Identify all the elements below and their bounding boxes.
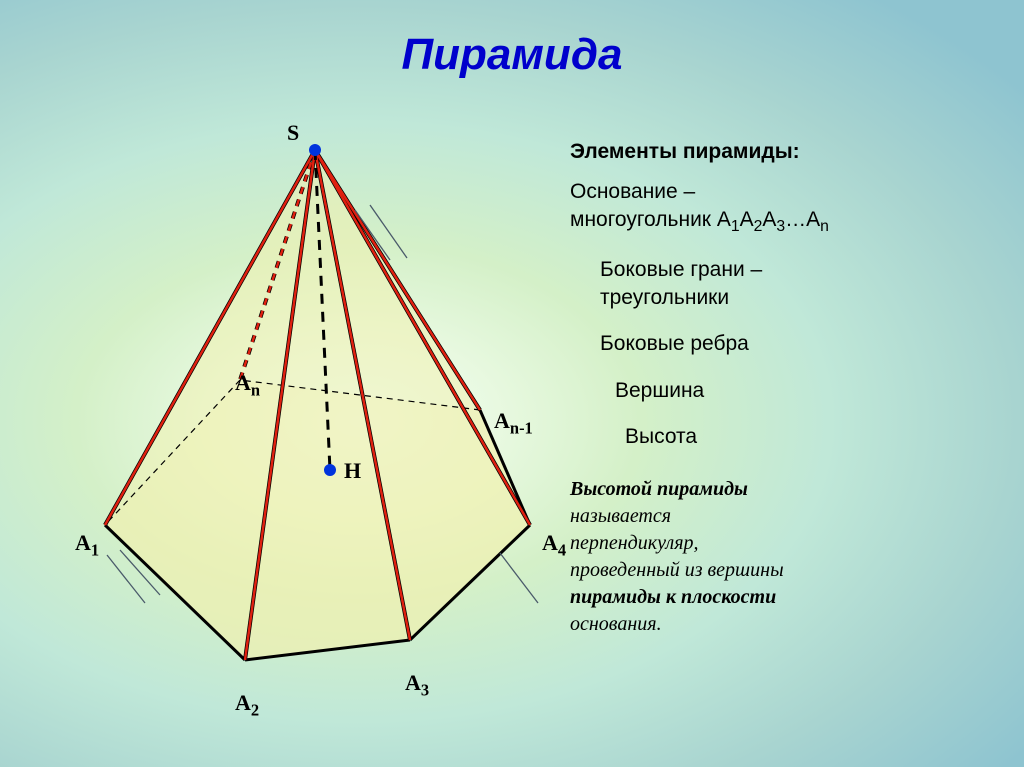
text-section: Элементы пирамиды: Основание –многоуголь… xyxy=(570,140,1000,638)
section-heading: Элементы пирамиды: xyxy=(570,140,1000,164)
definition-line: пирамиды к плоскости xyxy=(570,584,1000,611)
vertex-label: A3 xyxy=(405,670,429,700)
vertex-label: A1 xyxy=(75,530,99,560)
element-item: Основание –многоугольник A1A2A3…An xyxy=(570,178,1000,238)
vertex-label: H xyxy=(344,458,361,484)
element-item: Боковые грани –треугольники xyxy=(600,256,1000,313)
vertex-label: S xyxy=(287,120,299,146)
definition-line: называется xyxy=(570,503,1000,530)
element-item: Высота xyxy=(625,423,1000,451)
element-item: Вершина xyxy=(615,377,1000,405)
title-text: Пирамида xyxy=(402,30,623,79)
definition-line: перпендикуляр, xyxy=(570,530,1000,557)
element-item: Боковые ребра xyxy=(600,330,1000,358)
vertex-label: An xyxy=(235,370,260,400)
definition-line: Высотой пирамиды xyxy=(570,476,1000,503)
vertex-label: A4 xyxy=(542,530,566,560)
definition-line: проведенный из вершины xyxy=(570,557,1000,584)
page-title: Пирамида xyxy=(0,30,1024,80)
definition-block: Высотой пирамидыназываетсяперпендикуляр,… xyxy=(570,476,1000,638)
vertex-label: A2 xyxy=(235,690,259,720)
vertex-label: An-1 xyxy=(494,408,533,438)
pyramid-diagram: S H A1 A2 A3 A4 An-1 An xyxy=(40,100,590,720)
elements-list: Основание –многоугольник A1A2A3…An Боковы… xyxy=(570,178,1000,452)
definition-line: основания. xyxy=(570,611,1000,638)
